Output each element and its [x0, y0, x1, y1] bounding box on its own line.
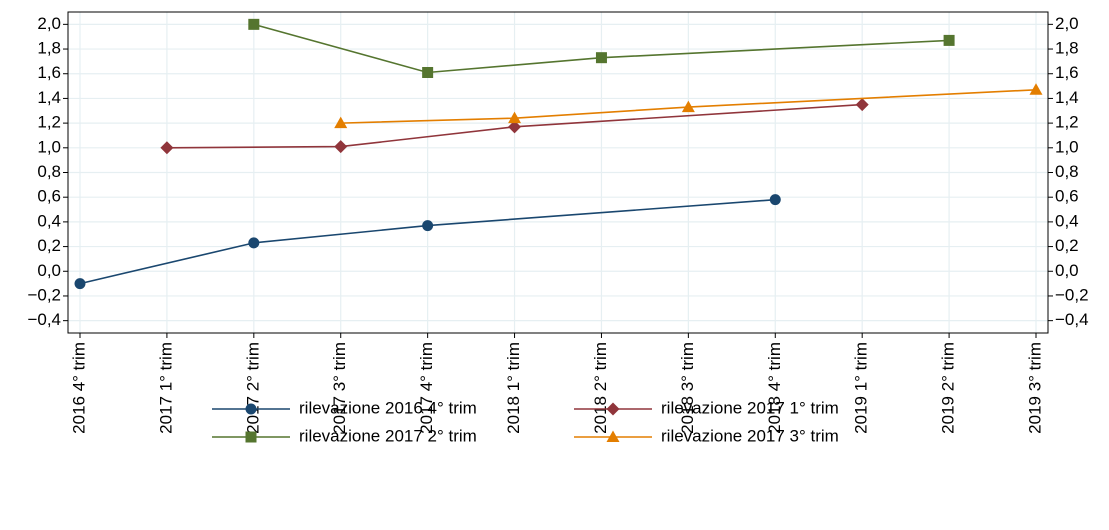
marker [1029, 83, 1043, 95]
y2-tick-label: 0,8 [1055, 162, 1079, 181]
marker [943, 34, 955, 46]
x-tick-label: 2019 2° trim [939, 342, 958, 434]
legend-item: rilevazione 2017 2° trim [212, 426, 477, 445]
legend-marker [606, 430, 620, 442]
x-tick-label: 2017 3° trim [330, 342, 349, 434]
marker [160, 141, 174, 155]
legend-label: rilevazione 2017 2° trim [299, 426, 477, 445]
y2-tick-label: 0,0 [1055, 261, 1079, 280]
marker [422, 66, 434, 78]
y2-tick-label: −0,2 [1055, 285, 1089, 304]
x-tick-label: 2017 1° trim [156, 342, 175, 434]
series-line [340, 88, 1037, 124]
y2-tick-label: 1,4 [1055, 88, 1079, 107]
y-tick-label: 1,2 [37, 113, 61, 132]
y-tick-label: 0,6 [37, 187, 61, 206]
marker [681, 100, 695, 113]
y2-tick-label: 2,0 [1055, 14, 1079, 33]
marker [248, 237, 260, 249]
marker [769, 194, 781, 206]
y-tick-label: 1,8 [37, 39, 61, 58]
y-tick-label: 1,0 [37, 137, 61, 156]
x-tick-label: 2018 1° trim [504, 342, 523, 434]
marker [422, 220, 434, 232]
x-tick-label: 2018 3° trim [678, 342, 697, 434]
legend-marker [606, 402, 620, 416]
y-tick-label: 0,4 [37, 211, 61, 230]
legend-item: rilevazione 2017 1° trim [574, 398, 839, 417]
x-tick-label: 2019 1° trim [852, 342, 871, 434]
marker [334, 140, 348, 154]
marker [248, 18, 260, 30]
x-tick-label: 2019 3° trim [1025, 342, 1044, 434]
y-tick-label: −0,2 [27, 285, 61, 304]
y-tick-label: 1,6 [37, 63, 61, 82]
series-line [79, 198, 776, 285]
legend-marker [245, 403, 257, 415]
y2-tick-label: 0,6 [1055, 187, 1079, 206]
y-tick-label: 0,2 [37, 236, 61, 255]
y-tick-label: 2,0 [37, 14, 61, 33]
legend-label: rilevazione 2017 1° trim [661, 398, 839, 417]
plot-frame [67, 11, 1049, 334]
y-tick-label: 1,4 [37, 88, 61, 107]
marker [508, 120, 522, 134]
legend-label: rilevazione 2016 4° trim [299, 398, 477, 417]
legend-marker [245, 431, 257, 443]
x-tick-label: 2016 4° trim [69, 342, 88, 434]
x-tick-label: 2018 2° trim [591, 342, 610, 434]
y-tick-label: 0,8 [37, 162, 61, 181]
y-tick-label: 0,0 [37, 261, 61, 280]
legend-label: rilevazione 2017 3° trim [661, 426, 839, 445]
y2-tick-label: −0,4 [1055, 310, 1089, 329]
marker [508, 111, 522, 124]
series-line [253, 23, 950, 74]
legend-item: rilevazione 2017 3° trim [574, 426, 839, 445]
y2-tick-label: 1,8 [1055, 39, 1079, 58]
y2-tick-label: 0,4 [1055, 211, 1079, 230]
y-tick-label: −0,4 [27, 310, 61, 329]
legend-item: rilevazione 2016 4° trim [212, 398, 477, 417]
marker [74, 278, 86, 290]
y2-tick-label: 1,0 [1055, 137, 1079, 156]
y2-tick-label: 1,6 [1055, 63, 1079, 82]
y2-tick-label: 0,2 [1055, 236, 1079, 255]
x-tick-label: 2018 4° trim [765, 342, 784, 434]
x-tick-label: 2017 2° trim [243, 342, 262, 434]
x-tick-label: 2017 4° trim [417, 342, 436, 434]
series-line [166, 103, 863, 149]
marker [855, 98, 869, 112]
y2-tick-label: 1,2 [1055, 113, 1079, 132]
marker [595, 52, 607, 64]
marker [334, 116, 348, 129]
